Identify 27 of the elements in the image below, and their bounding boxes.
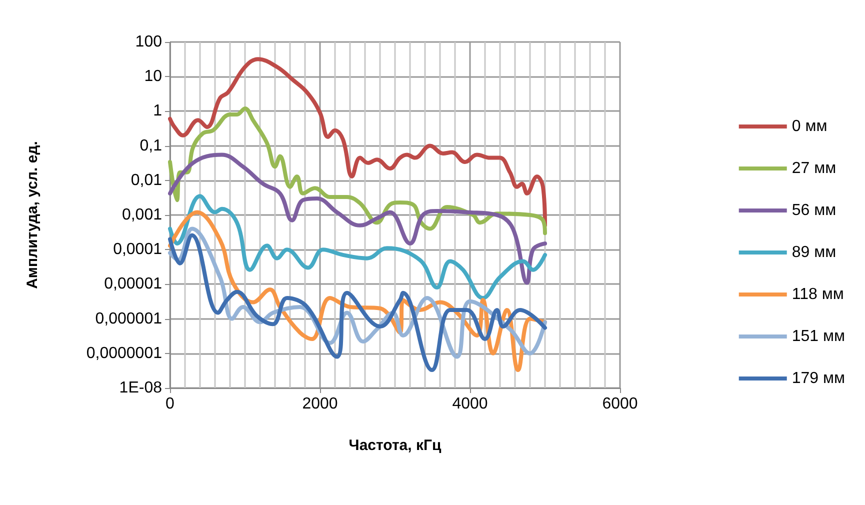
x-axis-title: Частота, кГц — [348, 437, 442, 454]
legend-label: 118 мм — [792, 286, 844, 303]
legend-label: 56 мм — [792, 202, 836, 219]
y-tick-label: 100 — [135, 34, 162, 50]
y-axis-title: Амплитуда, усл. ед. — [24, 141, 41, 289]
x-tick-label: 0 — [166, 396, 175, 412]
y-tick-label: 0,001 — [122, 206, 162, 224]
y-tick-label: 0,0001 — [113, 241, 162, 258]
x-tick-label: 6000 — [602, 396, 638, 412]
x-tick-label: 2000 — [302, 396, 338, 412]
legend-label: 179 мм — [792, 370, 845, 387]
y-tick-label: 1E-08 — [119, 380, 162, 396]
legend-label: 27 мм — [792, 160, 836, 177]
y-tick-label: 10 — [144, 68, 162, 86]
y-tick-label: 1 — [153, 102, 162, 120]
y-tick-label: 0,1 — [140, 137, 162, 154]
y-tick-label: 0,000001 — [95, 310, 162, 328]
y-tick-label: 0,01 — [130, 172, 162, 189]
y-tick-label: 0,00001 — [104, 276, 162, 293]
legend-label: 89 мм — [792, 244, 836, 261]
legend-label: 0 мм — [792, 118, 828, 135]
y-tick-label: 0,0000001 — [86, 344, 162, 362]
x-tick-label: 4000 — [452, 396, 488, 412]
line-series — [168, 152, 547, 285]
legend-label: 151 мм — [792, 328, 845, 345]
line-series — [168, 57, 547, 228]
line-series — [168, 194, 547, 300]
